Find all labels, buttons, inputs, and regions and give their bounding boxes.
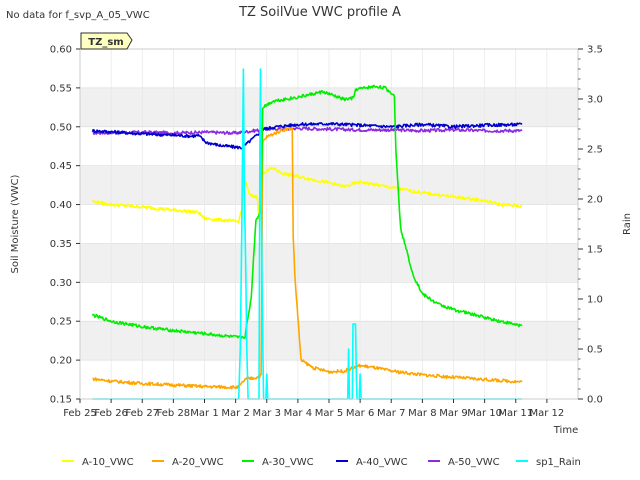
y2-tick-label: 1.5 — [587, 245, 603, 256]
x-tick-label: Feb 26 — [94, 408, 128, 419]
y-tick-label: 0.40 — [50, 200, 72, 211]
series-line-a-20-vwc — [92, 126, 523, 390]
x-tick-label: Mar 3 — [253, 408, 281, 419]
y-axis-label: Soil Moisture (VWC) — [10, 174, 21, 273]
series-line-a-30-vwc — [91, 84, 523, 340]
station-tag: TZ_sm — [80, 32, 133, 50]
no-data-note: No data for f_svp_A_05_VWC — [6, 10, 150, 21]
y-tick-label: 0.30 — [50, 278, 72, 289]
x-tick-label: Mar 4 — [284, 408, 312, 419]
y2-tick-label: 2.5 — [587, 145, 603, 156]
station-tag-label: TZ_sm — [88, 37, 123, 48]
y2-tick-label: 0.0 — [587, 395, 603, 406]
y-tick-label: 0.50 — [50, 122, 72, 133]
y2-tick-label: 0.5 — [587, 345, 603, 356]
y2-axis-ticks: 0.0 0.5 1.0 1.5 2.0 2.5 3.0 3.5 — [578, 45, 603, 406]
y-tick-label: 0.60 — [50, 45, 72, 56]
x-axis-label: Time — [553, 425, 578, 436]
y2-tick-label: 1.0 — [587, 295, 603, 306]
series-layer — [91, 68, 523, 400]
chart-title: TZ SoilVue VWC profile A — [238, 5, 401, 20]
legend-label: A-50_VWC — [448, 457, 500, 468]
y-tick-label: 0.45 — [50, 161, 72, 172]
x-tick-label: Feb 25 — [63, 408, 97, 419]
y-tick-label: 0.55 — [50, 83, 72, 94]
x-tick-label: Mar 1 — [190, 408, 218, 419]
x-tick-label: Mar 6 — [346, 408, 374, 419]
legend-label: A-20_VWC — [172, 457, 224, 468]
legend-label: A-40_VWC — [356, 457, 408, 468]
x-tick-label: Mar 8 — [408, 408, 436, 419]
x-tick-label: Mar 11 — [498, 408, 533, 419]
series-line-a-10-vwc — [91, 166, 523, 224]
x-tick-label: Feb 27 — [125, 408, 159, 419]
x-tick-label: Mar 7 — [377, 408, 405, 419]
x-tick-label: Mar 9 — [439, 408, 467, 419]
x-tick-label: Mar 12 — [529, 408, 564, 419]
x-tick-label: Mar 2 — [221, 408, 249, 419]
y-tick-label: 0.25 — [50, 317, 72, 328]
x-tick-label: Mar 5 — [315, 408, 343, 419]
y2-tick-label: 3.0 — [587, 95, 603, 106]
station-tag-box — [80, 32, 133, 50]
legend-label: A-10_VWC — [82, 457, 134, 468]
y2-axis-label: Rain — [622, 213, 633, 235]
legend-label: sp1_Rain — [536, 457, 581, 468]
x-tick-label: Feb 28 — [157, 408, 191, 419]
y-tick-label: 0.35 — [50, 239, 72, 250]
y-axis-ticks: 0.15 0.20 0.25 0.30 0.35 0.40 0.45 0.50 0.55 0.60 — [50, 45, 80, 406]
y-tick-label: 0.15 — [50, 395, 72, 406]
y2-tick-label: 3.5 — [587, 45, 603, 56]
x-tick-label: Mar 10 — [467, 408, 502, 419]
legend-label: A-30_VWC — [262, 457, 314, 468]
y-tick-label: 0.20 — [50, 356, 72, 367]
legend: A-10_VWC A-20_VWC A-30_VWC A-40_VWC A-50_VWC… — [62, 457, 581, 468]
series-line-a-40-vwc — [91, 122, 523, 150]
y2-tick-label: 2.0 — [587, 195, 603, 206]
